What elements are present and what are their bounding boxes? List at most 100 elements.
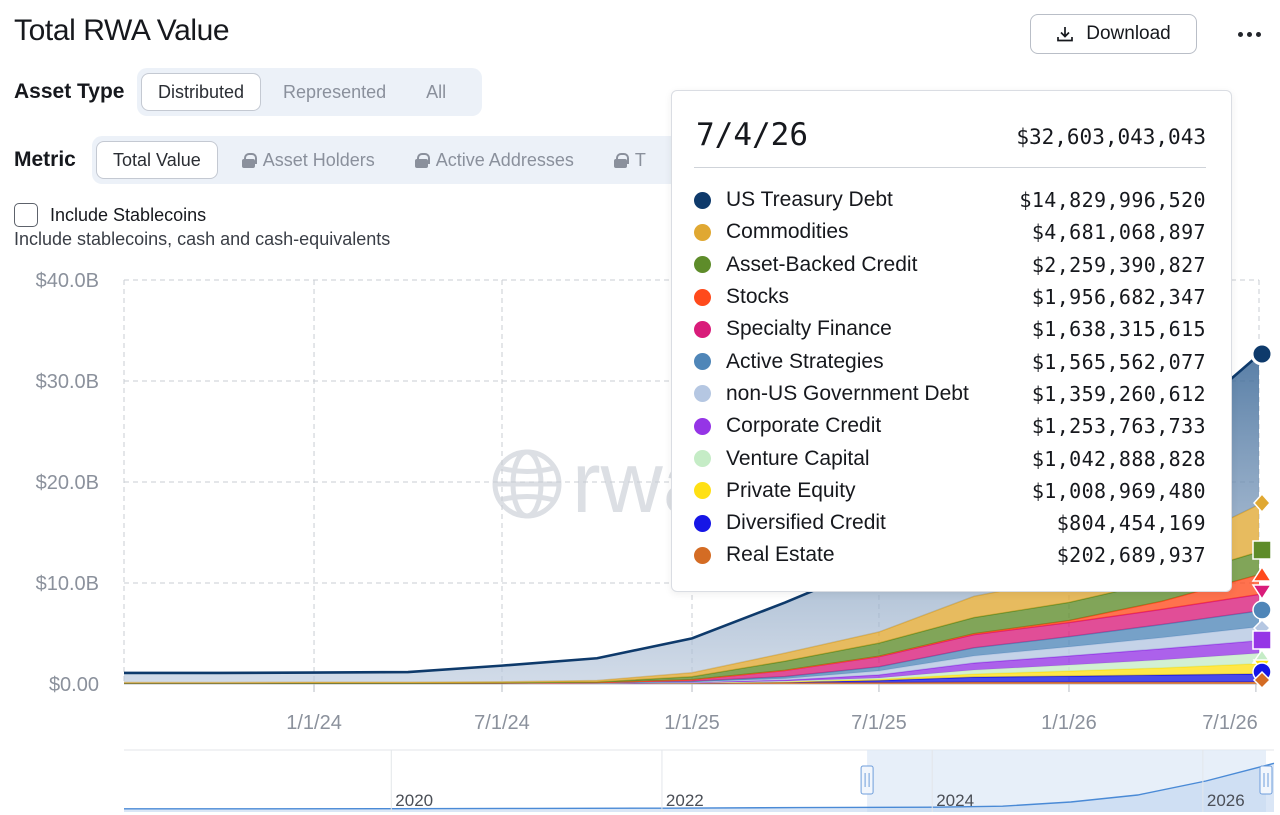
tooltip-series-value: $2,259,390,827: [1031, 252, 1206, 277]
tooltip-series-value: $1,359,260,612: [1031, 381, 1206, 406]
tooltip-series-name: Specialty Finance: [726, 317, 892, 341]
navigator-area: [124, 763, 1274, 812]
tooltip-series-value: $4,681,068,897: [1031, 220, 1206, 245]
stablecoins-description: Include stablecoins, cash and cash-equiv…: [14, 229, 391, 249]
series-color-dot: [694, 191, 711, 209]
area-corporate-credit: [124, 640, 1259, 683]
tooltip-row: Stocks $1,956,682,347: [694, 281, 1206, 313]
area-commodities: [124, 504, 1259, 683]
series-color-dot: [694, 256, 711, 274]
navigator-tick-label: 2024: [936, 791, 974, 810]
tooltip-series-name: Real Estate: [726, 543, 835, 567]
series-color-dot: [694, 385, 711, 403]
area-diversified-credit: [124, 673, 1259, 683]
tooltip-row: Diversified Credit $804,454,169: [694, 507, 1206, 539]
marker-corporate-credit: [1252, 630, 1272, 650]
tooltip-series-value: $804,454,169: [1056, 511, 1206, 536]
tooltip-row: Real Estate $202,689,937: [694, 539, 1206, 571]
area-venture-capital: [124, 653, 1259, 683]
tooltip-series-value: $1,253,763,733: [1031, 414, 1206, 439]
marker-stocks: [1251, 565, 1273, 582]
tooltip-row: Venture Capital $1,042,888,828: [694, 442, 1206, 474]
tooltip-series-value: $1,565,562,077: [1031, 349, 1206, 374]
tooltip-list: US Treasury Debt $14,829,996,520 Commoditi…: [694, 184, 1206, 572]
y-tick-label: $40.0B: [36, 270, 99, 292]
tooltip-row: non-US Government Debt $1,359,260,612: [694, 378, 1206, 410]
tooltip-row: Corporate Credit $1,253,763,733: [694, 410, 1206, 442]
x-tick-label: 7/1/24: [474, 712, 530, 734]
download-icon: [1057, 27, 1074, 42]
tooltip-row: Active Strategies $1,565,562,077: [694, 345, 1206, 377]
metric-asset-holders-label: Asset Holders: [262, 149, 375, 170]
tooltip-series-value: $1,956,682,347: [1031, 285, 1206, 310]
navigator-line: [124, 762, 1275, 810]
page-title: Total RWA Value: [14, 14, 230, 47]
tooltip-series-value: $1,042,888,828: [1031, 446, 1206, 471]
tooltip-row: Specialty Finance $1,638,315,615: [694, 313, 1206, 345]
series-color-dot: [694, 320, 711, 338]
tooltip-series-name: non-US Government Debt: [726, 381, 969, 405]
asset-type-distributed[interactable]: Distributed: [141, 73, 262, 111]
series-color-dot: [694, 417, 711, 435]
tooltip-series-name: Stocks: [726, 285, 790, 309]
y-tick-label: $30.0B: [36, 371, 99, 393]
metric-label: Metric: [14, 148, 76, 171]
y-tick-label: $20.0B: [36, 472, 99, 494]
asset-type-all[interactable]: All: [426, 81, 447, 102]
asset-type-toggle: Distributed Represented All: [137, 68, 482, 116]
metric-option-4-label: T: [634, 149, 646, 170]
y-tick-label: $10.0B: [36, 573, 99, 595]
tooltip-series-name: Asset-Backed Credit: [726, 252, 918, 276]
marker-us-treasury-debt: [1250, 342, 1274, 366]
series-color-dot: [694, 514, 711, 532]
metric-active-addresses[interactable]: Active Addresses: [391, 141, 590, 179]
lock-icon: [613, 152, 629, 168]
navigator-tick-label: 2020: [395, 791, 433, 810]
marker-active-strategies: [1252, 600, 1272, 620]
area-private-equity: [124, 663, 1259, 683]
series-color-dot: [694, 450, 711, 468]
marker-commodities: [1252, 492, 1272, 514]
tooltip-row: Commodities $4,681,068,897: [694, 216, 1206, 248]
metric-active-addresses-label: Active Addresses: [435, 149, 574, 170]
tooltip-series-name: US Treasury Debt: [726, 188, 893, 212]
include-stablecoins-checkbox[interactable]: [14, 203, 38, 227]
metric-total-value[interactable]: Total Value: [96, 141, 218, 179]
lock-icon: [241, 152, 257, 168]
navigator-handle[interactable]: [860, 765, 874, 795]
tooltip-series-name: Commodities: [726, 220, 849, 244]
tooltip-series-name: Corporate Credit: [726, 414, 882, 438]
lock-icon: [414, 152, 430, 168]
tooltip-series-value: $14,829,996,520: [1019, 188, 1206, 213]
asset-type-label: Asset Type: [14, 80, 125, 103]
navigator-handle[interactable]: [1259, 765, 1273, 795]
tooltip-series-name: Diversified Credit: [726, 511, 886, 535]
tooltip-total: $32,603,043,043: [1016, 125, 1206, 149]
download-button[interactable]: Download: [1030, 14, 1197, 54]
include-stablecoins-label: Include Stablecoins: [50, 204, 207, 225]
area-active-strategies: [124, 610, 1259, 683]
more-options-icon[interactable]: [1232, 22, 1266, 46]
download-label: Download: [1086, 23, 1171, 44]
y-tick-label: $0.00: [49, 674, 99, 696]
hover-tooltip: 7/4/26 $32,603,043,043 US Treasury Debt $…: [671, 90, 1232, 592]
metric-option-4[interactable]: T: [590, 141, 662, 179]
series-color-dot: [694, 482, 711, 500]
tooltip-row: Asset-Backed Credit $2,259,390,827: [694, 249, 1206, 281]
tooltip-series-value: $1,638,315,615: [1031, 317, 1206, 342]
tooltip-row: US Treasury Debt $14,829,996,520: [694, 184, 1206, 216]
x-tick-label: 1/1/24: [286, 712, 342, 734]
navigator-tick-label: 2022: [666, 791, 704, 810]
tooltip-series-name: Venture Capital: [726, 446, 870, 470]
x-tick-label: 7/1/26: [1202, 712, 1258, 734]
series-color-dot: [694, 223, 711, 241]
metric-asset-holders[interactable]: Asset Holders: [218, 141, 391, 179]
include-stablecoins-row: Include Stablecoins: [14, 203, 206, 227]
marker-asset-backed-credit: [1252, 540, 1272, 560]
series-color-dot: [694, 288, 711, 306]
marker-real-estate: [1252, 670, 1272, 690]
tooltip-series-name: Active Strategies: [726, 349, 884, 373]
x-tick-label: 1/1/25: [664, 712, 720, 734]
navigator-tick-label: 2026: [1207, 791, 1245, 810]
asset-type-represented[interactable]: Represented: [283, 81, 387, 102]
